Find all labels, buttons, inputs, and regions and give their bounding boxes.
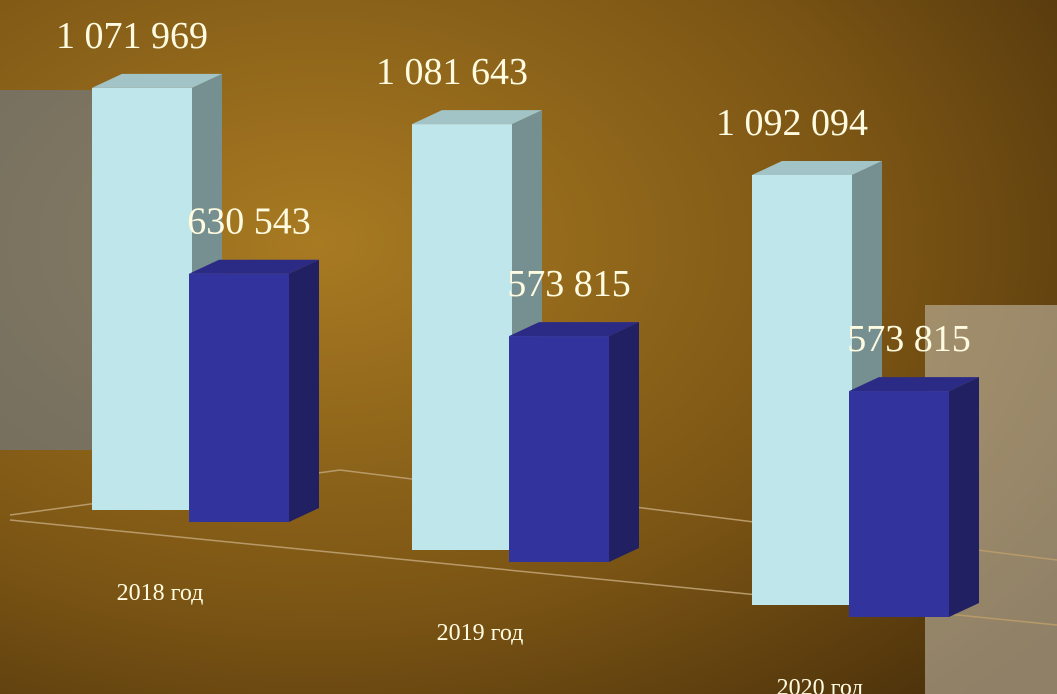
- category-label: 2019 год: [437, 620, 524, 646]
- bar: [92, 73, 222, 510]
- bar-front: [412, 124, 512, 551]
- bar-top: [752, 161, 882, 175]
- bar-top: [189, 259, 319, 274]
- category-label: 2018 год: [117, 580, 204, 606]
- bar-side: [289, 259, 319, 522]
- bar-top: [412, 110, 542, 125]
- bar-front: [92, 87, 192, 510]
- value-label: 573 815: [507, 263, 631, 305]
- bar: [509, 322, 639, 562]
- photo-left: [0, 90, 95, 450]
- bar-front: [189, 273, 289, 522]
- bar-side: [609, 322, 639, 562]
- bar-top: [849, 377, 979, 392]
- category-label: 2020 год: [777, 675, 864, 694]
- value-label: 630 543: [187, 201, 311, 243]
- value-label: 573 815: [847, 318, 971, 360]
- bar-front: [752, 175, 852, 605]
- bar-side: [949, 377, 979, 617]
- bar-front: [509, 336, 609, 562]
- value-label: 1 092 094: [716, 102, 868, 144]
- bar: [849, 377, 979, 617]
- bar-top: [92, 73, 222, 88]
- bar-top: [509, 322, 639, 337]
- value-label: 1 081 643: [376, 51, 528, 93]
- value-label: 1 071 969: [56, 15, 208, 57]
- bar: [189, 259, 319, 522]
- bar-front: [849, 391, 949, 617]
